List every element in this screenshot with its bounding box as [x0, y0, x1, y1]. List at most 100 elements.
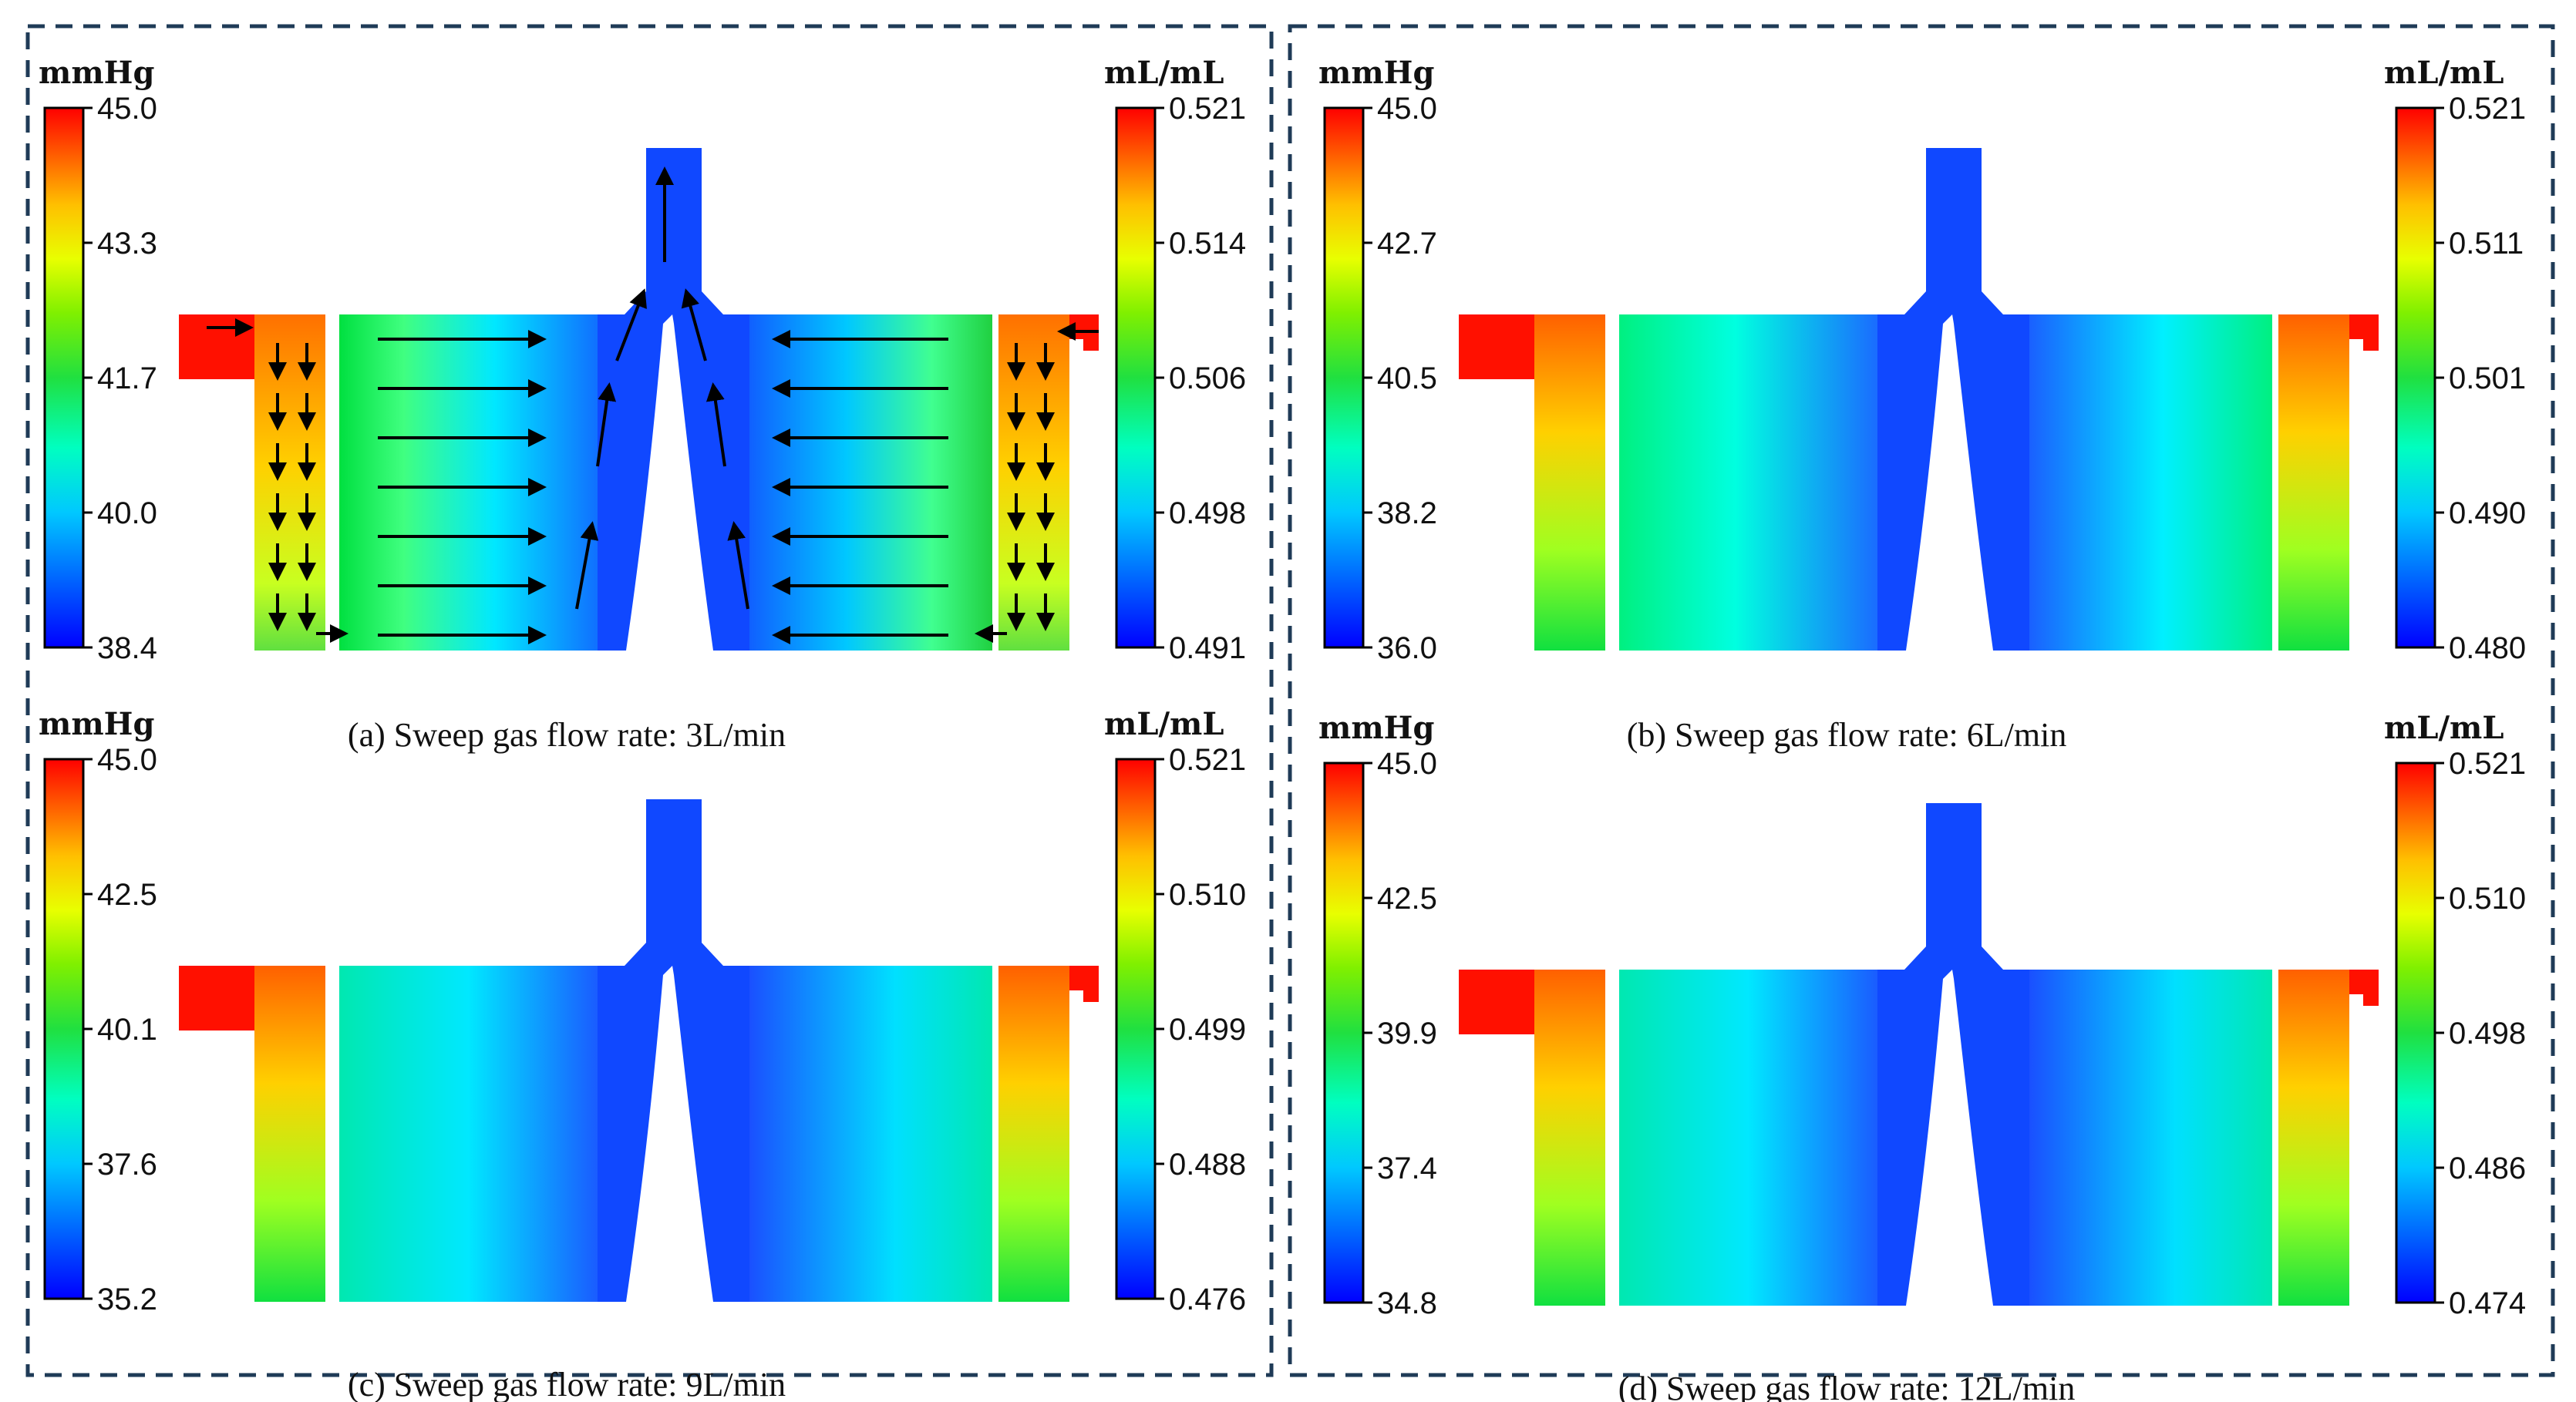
- left-channel: [254, 966, 325, 1302]
- left-colorbar-unit: mmHg: [1318, 710, 1434, 746]
- right-colorbar-unit: mL/mL: [2384, 55, 2504, 91]
- left-colorbar: [1323, 762, 1365, 1304]
- left-colorbar-tick: 40.0: [97, 496, 157, 530]
- right-colorbar: [2395, 762, 2436, 1304]
- central-outlet: [598, 148, 749, 651]
- right-colorbar-tick: 0.476: [1169, 1283, 1246, 1316]
- right-colorbar-tick: 0.490: [2449, 496, 2526, 530]
- right-colorbar-tick: 0.521: [2449, 92, 2526, 126]
- right-colorbar-tick: 0.521: [2449, 747, 2526, 781]
- left-colorbar-tick: 37.6: [97, 1148, 157, 1182]
- left-chamber: [1619, 314, 1877, 651]
- left-colorbar-tick: 45.0: [97, 92, 157, 126]
- right-colorbar-tick: 0.506: [1169, 361, 1246, 395]
- right-colorbar-tick: 0.514: [1169, 227, 1246, 261]
- left-channel: [1534, 314, 1605, 651]
- right-colorbar-tick: 0.491: [1169, 631, 1246, 665]
- panel-a: mmHg45.043.341.740.038.4mL/mL0.5210.5140…: [39, 55, 1246, 754]
- right-colorbar: [1115, 106, 1157, 649]
- left-colorbar-tick: 43.3: [97, 227, 157, 261]
- contour-plot: [1459, 803, 2379, 1306]
- left-chamber: [339, 314, 598, 651]
- right-colorbar-tick: 0.480: [2449, 631, 2526, 665]
- left-colorbar: [1323, 106, 1365, 649]
- right-inlet: [2280, 314, 2379, 351]
- right-colorbar-tick: 0.499: [1169, 1013, 1246, 1047]
- left-colorbar-tick: 45.0: [1377, 92, 1437, 126]
- right-colorbar-tick: 0.488: [1169, 1148, 1246, 1182]
- flow-arrow: [705, 382, 726, 467]
- left-colorbar-tick: 41.7: [97, 361, 157, 395]
- right-chamber: [2029, 970, 2272, 1306]
- right-colorbar-tick: 0.521: [1169, 743, 1246, 777]
- right-chamber: [749, 966, 992, 1302]
- left-colorbar: [43, 106, 85, 649]
- left-colorbar-tick: 34.8: [1377, 1286, 1437, 1320]
- central-outlet: [598, 799, 749, 1302]
- right-channel: [2278, 970, 2349, 1306]
- right-colorbar-tick: 0.510: [1169, 878, 1246, 912]
- left-colorbar-unit: mmHg: [39, 55, 154, 91]
- panel-caption: (d) Sweep gas flow rate: 12L/min: [1618, 1370, 2076, 1402]
- left-colorbar-unit: mmHg: [39, 706, 154, 742]
- flow-arrow: [615, 288, 647, 361]
- left-colorbar-unit: mmHg: [1318, 55, 1434, 91]
- left-colorbar-tick: 42.5: [1377, 882, 1437, 916]
- left-colorbar-tick: 45.0: [1377, 747, 1437, 781]
- right-channel: [998, 966, 1069, 1302]
- right-channel: [2278, 314, 2349, 651]
- contour-plot: [179, 799, 1099, 1302]
- right-inlet: [2280, 970, 2379, 1006]
- panel-caption: (b) Sweep gas flow rate: 6L/min: [1627, 716, 2067, 754]
- right-colorbar-tick: 0.501: [2449, 361, 2526, 395]
- left-colorbar-tick: 42.5: [97, 878, 157, 912]
- panel-caption: (a) Sweep gas flow rate: 3L/min: [348, 716, 786, 754]
- left-colorbar-tick: 40.5: [1377, 361, 1437, 395]
- right-colorbar-unit: mL/mL: [1104, 706, 1224, 742]
- right-colorbar-tick: 0.474: [2449, 1286, 2526, 1320]
- right-colorbar-tick: 0.486: [2449, 1152, 2526, 1185]
- right-colorbar-tick: 0.498: [2449, 1017, 2526, 1051]
- right-chamber: [749, 314, 992, 651]
- contour-plot: [179, 148, 1099, 651]
- right-chamber: [2029, 314, 2272, 651]
- right-inlet: [1000, 966, 1099, 1002]
- right-colorbar: [2395, 106, 2436, 649]
- left-colorbar-tick: 38.4: [97, 631, 157, 665]
- central-outlet: [1877, 148, 2029, 651]
- left-colorbar: [43, 758, 85, 1300]
- flow-arrow: [727, 521, 749, 610]
- right-colorbar-tick: 0.511: [2449, 227, 2524, 261]
- flow-arrow: [596, 382, 617, 467]
- flow-arrow: [575, 521, 599, 610]
- flow-arrows: [207, 166, 1099, 644]
- left-channel: [254, 314, 325, 651]
- left-colorbar-tick: 35.2: [97, 1283, 157, 1316]
- right-colorbar: [1115, 758, 1157, 1300]
- contour-plot: [1459, 148, 2379, 651]
- right-colorbar-tick: 0.498: [1169, 496, 1246, 530]
- left-chamber: [339, 966, 598, 1302]
- left-colorbar-tick: 37.4: [1377, 1152, 1437, 1185]
- central-outlet: [1877, 803, 2029, 1306]
- left-colorbar-tick: 38.2: [1377, 496, 1437, 530]
- left-channel: [1534, 970, 1605, 1306]
- panel-caption: (c) Sweep gas flow rate: 9L/min: [348, 1366, 786, 1402]
- right-colorbar-tick: 0.521: [1169, 92, 1246, 126]
- left-colorbar-tick: 42.7: [1377, 227, 1437, 261]
- right-colorbar-unit: mL/mL: [2384, 710, 2504, 746]
- right-channel: [998, 314, 1069, 651]
- left-colorbar-tick: 40.1: [97, 1013, 157, 1047]
- right-colorbar-unit: mL/mL: [1104, 55, 1224, 91]
- panel-b: mmHg45.042.740.538.236.0mL/mL0.5210.5110…: [1318, 55, 2526, 754]
- left-colorbar-tick: 45.0: [97, 743, 157, 777]
- flow-arrow: [681, 288, 707, 361]
- left-colorbar-tick: 39.9: [1377, 1017, 1437, 1051]
- right-colorbar-tick: 0.510: [2449, 882, 2526, 916]
- frame-left: [25, 24, 1274, 1377]
- left-chamber: [1619, 970, 1877, 1306]
- left-colorbar-tick: 36.0: [1377, 631, 1437, 665]
